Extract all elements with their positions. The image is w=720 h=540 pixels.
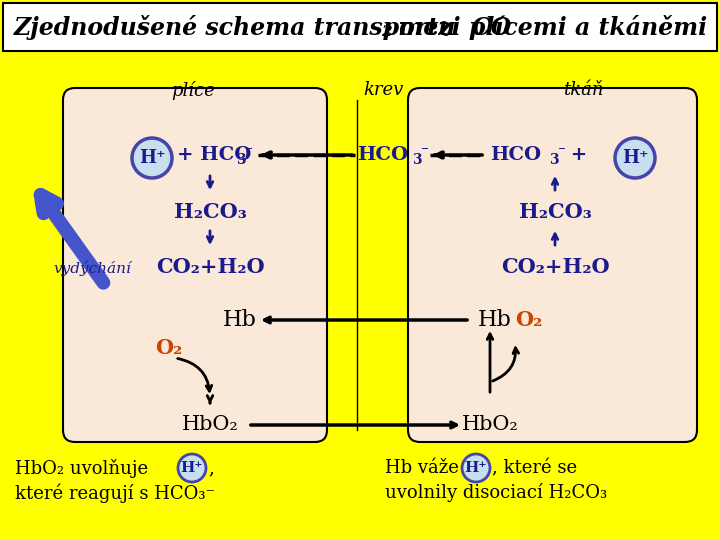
Text: H⁺: H⁺ (181, 461, 203, 475)
Text: Hb: Hb (223, 309, 257, 331)
Text: H⁺: H⁺ (139, 149, 166, 167)
Text: mezi plícemi a tkáněmi: mezi plícemi a tkáněmi (390, 15, 707, 39)
Text: krev: krev (363, 81, 403, 99)
Text: 3: 3 (549, 153, 559, 167)
Text: plíce: plíce (171, 80, 215, 99)
Text: HbO₂ uvolňuje: HbO₂ uvolňuje (15, 458, 154, 477)
Text: CO₂+H₂O: CO₂+H₂O (500, 257, 609, 277)
Text: CO₂+H₂O: CO₂+H₂O (156, 257, 264, 277)
Circle shape (615, 138, 655, 178)
Text: ⁻: ⁻ (245, 145, 253, 159)
Text: které reagují s HCO₃⁻: které reagují s HCO₃⁻ (15, 483, 215, 503)
Text: ⁻: ⁻ (421, 145, 429, 159)
Text: 2: 2 (381, 25, 392, 39)
Text: H₂CO₃: H₂CO₃ (518, 202, 591, 222)
Text: Zjednodušené schema transportu  CO: Zjednodušené schema transportu CO (14, 15, 512, 39)
Text: 3: 3 (412, 153, 422, 167)
Text: +: + (564, 146, 594, 164)
Text: , které se: , které se (492, 459, 577, 477)
FancyBboxPatch shape (408, 88, 697, 442)
Text: HbO₂: HbO₂ (462, 415, 518, 435)
Circle shape (132, 138, 172, 178)
Text: H₂CO₃: H₂CO₃ (174, 202, 246, 222)
Text: + HCO: + HCO (177, 146, 251, 164)
Text: HbO₂: HbO₂ (181, 415, 238, 435)
Text: Hb váže: Hb váže (385, 459, 464, 477)
Text: uvolnily disociací H₂CO₃: uvolnily disociací H₂CO₃ (385, 483, 607, 503)
Text: O₂: O₂ (155, 338, 182, 358)
Text: H⁺: H⁺ (464, 461, 487, 475)
Text: ,: , (208, 459, 214, 477)
Text: O₂: O₂ (515, 310, 542, 330)
FancyBboxPatch shape (3, 3, 717, 51)
Text: vydýchání: vydýchání (53, 260, 131, 276)
Text: HCO: HCO (490, 146, 541, 164)
Circle shape (178, 454, 206, 482)
Text: HCO: HCO (357, 146, 408, 164)
Text: Hb: Hb (478, 309, 512, 331)
Circle shape (462, 454, 490, 482)
FancyBboxPatch shape (63, 88, 327, 442)
Text: ⁻: ⁻ (558, 145, 566, 159)
Text: tkáň: tkáň (563, 81, 603, 99)
Text: H⁺: H⁺ (621, 149, 648, 167)
Text: 3: 3 (236, 153, 246, 167)
